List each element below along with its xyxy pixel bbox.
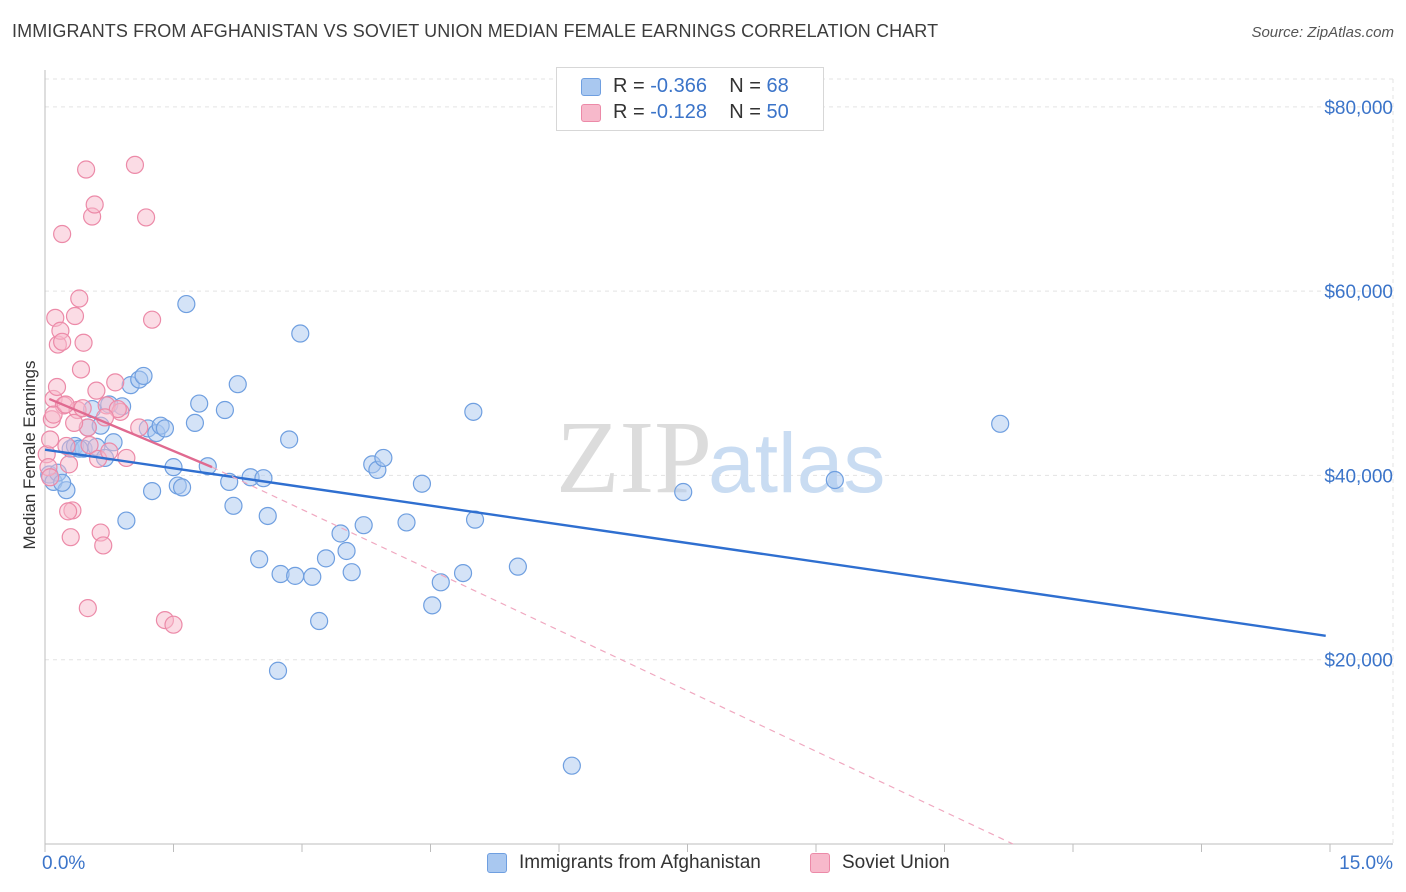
point-soviet <box>85 195 104 214</box>
x-tick-label: 15.0% <box>1339 853 1393 874</box>
point-soviet <box>136 208 156 227</box>
legend-swatch-soviet <box>581 104 601 122</box>
point-afghanistan <box>464 402 483 421</box>
point-afghanistan <box>228 375 247 394</box>
point-afghanistan <box>254 469 273 488</box>
point-afghanistan <box>291 324 310 343</box>
point-afghanistan <box>412 474 432 493</box>
point-soviet <box>117 448 136 468</box>
point-soviet <box>71 360 91 379</box>
point-soviet <box>44 405 63 424</box>
point-soviet <box>80 435 99 455</box>
legend-n-label: N = <box>729 75 761 97</box>
point-afghanistan <box>310 611 329 631</box>
stats-legend: R = -0.366 N = 68 R = -0.128 N = 50 <box>556 67 824 131</box>
point-afghanistan <box>172 478 192 497</box>
point-soviet <box>70 289 89 308</box>
point-afghanistan <box>268 661 288 680</box>
y-axis-label: Median Female Earnings <box>20 361 39 550</box>
legend-r-value: -0.366 <box>650 75 707 97</box>
tick-labels: $20,000 $40,000 $60,000 $80,000 0.0% 15.0% <box>42 98 1393 874</box>
point-afghanistan <box>224 496 243 515</box>
legend-swatch-afghanistan <box>487 853 507 873</box>
trend-lines <box>44 397 1326 845</box>
point-afghanistan <box>508 557 527 576</box>
point-afghanistan <box>303 567 322 586</box>
trend-line-afghanistan <box>44 448 1326 637</box>
point-afghanistan <box>286 566 305 585</box>
chart-title: IMMIGRANTS FROM AFGHANISTAN VS SOVIET UN… <box>12 21 939 41</box>
point-afghanistan <box>155 419 175 438</box>
point-soviet <box>61 528 80 547</box>
point-afghanistan <box>674 482 693 502</box>
point-afghanistan <box>190 394 209 413</box>
point-soviet <box>65 413 84 433</box>
point-afghanistan <box>397 513 416 532</box>
point-afghanistan <box>354 516 373 535</box>
point-soviet <box>142 310 162 329</box>
point-soviet <box>164 615 183 634</box>
watermark-atlas: atlas <box>708 416 885 510</box>
legend-label-soviet: Soviet Union <box>842 852 950 873</box>
point-soviet <box>74 333 93 352</box>
point-afghanistan <box>453 563 473 583</box>
point-afghanistan <box>215 400 234 420</box>
point-soviet <box>59 455 79 474</box>
point-soviet <box>106 373 125 392</box>
legend-swatch-soviet <box>810 853 830 873</box>
point-soviet <box>78 599 97 618</box>
point-afghanistan <box>825 470 844 490</box>
legend-r-label: R = <box>613 101 645 123</box>
legend-label-afghanistan: Immigrants from Afghanistan <box>519 852 761 873</box>
legend-n-value: 68 <box>766 75 789 97</box>
point-afghanistan <box>331 524 350 543</box>
x-tick-label: 0.0% <box>42 853 85 874</box>
legend-r-value: -0.128 <box>650 101 707 123</box>
point-soviet <box>53 332 72 351</box>
legend-n-value: 50 <box>766 101 789 123</box>
point-afghanistan <box>177 294 196 314</box>
point-afghanistan <box>142 481 162 501</box>
y-tick-label: $80,000 <box>1324 98 1393 119</box>
source-credit: Source: ZipAtlas.com <box>1251 24 1394 41</box>
point-afghanistan <box>337 541 356 561</box>
point-afghanistan <box>374 448 393 468</box>
point-soviet <box>65 306 85 326</box>
point-soviet <box>94 536 113 555</box>
point-afghanistan <box>431 573 450 592</box>
legend-n-label: N = <box>729 101 761 123</box>
point-afghanistan <box>117 511 136 530</box>
point-afghanistan <box>250 550 269 569</box>
point-afghanistan <box>342 563 361 582</box>
point-afghanistan <box>185 413 205 433</box>
point-soviet <box>108 399 127 419</box>
point-soviet <box>53 224 72 244</box>
point-soviet <box>59 502 78 521</box>
point-soviet <box>57 436 76 456</box>
y-tick-label: $60,000 <box>1324 282 1393 303</box>
legend-swatch-afghanistan <box>581 78 601 96</box>
trend-line-soviet-extended <box>211 466 1014 845</box>
point-afghanistan <box>258 506 277 526</box>
point-soviet <box>125 155 145 175</box>
point-soviet <box>77 160 96 179</box>
point-afghanistan <box>316 549 336 568</box>
y-tick-label: $40,000 <box>1324 466 1393 487</box>
y-tick-label: $20,000 <box>1324 651 1393 672</box>
point-afghanistan <box>562 756 581 775</box>
trend-line-soviet <box>48 397 213 469</box>
point-afghanistan <box>280 430 299 449</box>
point-soviet <box>41 468 60 487</box>
point-soviet <box>47 377 67 397</box>
watermark: ZIP atlas <box>556 400 885 515</box>
point-soviet <box>41 430 60 449</box>
point-afghanistan <box>423 596 442 615</box>
point-afghanistan <box>134 366 153 386</box>
point-afghanistan <box>991 414 1010 433</box>
legend-r-label: R = <box>613 75 645 97</box>
point-soviet <box>87 381 106 400</box>
